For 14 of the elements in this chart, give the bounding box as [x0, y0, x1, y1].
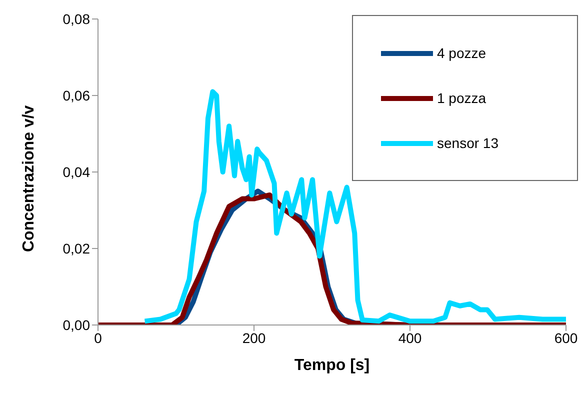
y-tick-label: 0,04: [62, 164, 90, 180]
y-tick-label: 0,06: [62, 87, 90, 104]
y-tick-label: 0,08: [62, 10, 90, 27]
legend-label: 4 pozze: [437, 45, 486, 61]
x-tick-label: 600: [554, 330, 578, 346]
y-axis-title: Concentrazione v/v: [20, 105, 38, 252]
x-axis-title: Tempo [s]: [294, 357, 370, 374]
x-tick-label: 0: [94, 330, 102, 346]
x-tick-label: 200: [242, 330, 266, 346]
x-tick-label: 400: [398, 330, 422, 346]
legend-label: 1 pozza: [437, 90, 486, 106]
y-tick-label: 0,02: [62, 240, 90, 256]
y-tick-label: 0,00: [62, 316, 90, 333]
legend-label: sensor 13: [437, 135, 498, 151]
